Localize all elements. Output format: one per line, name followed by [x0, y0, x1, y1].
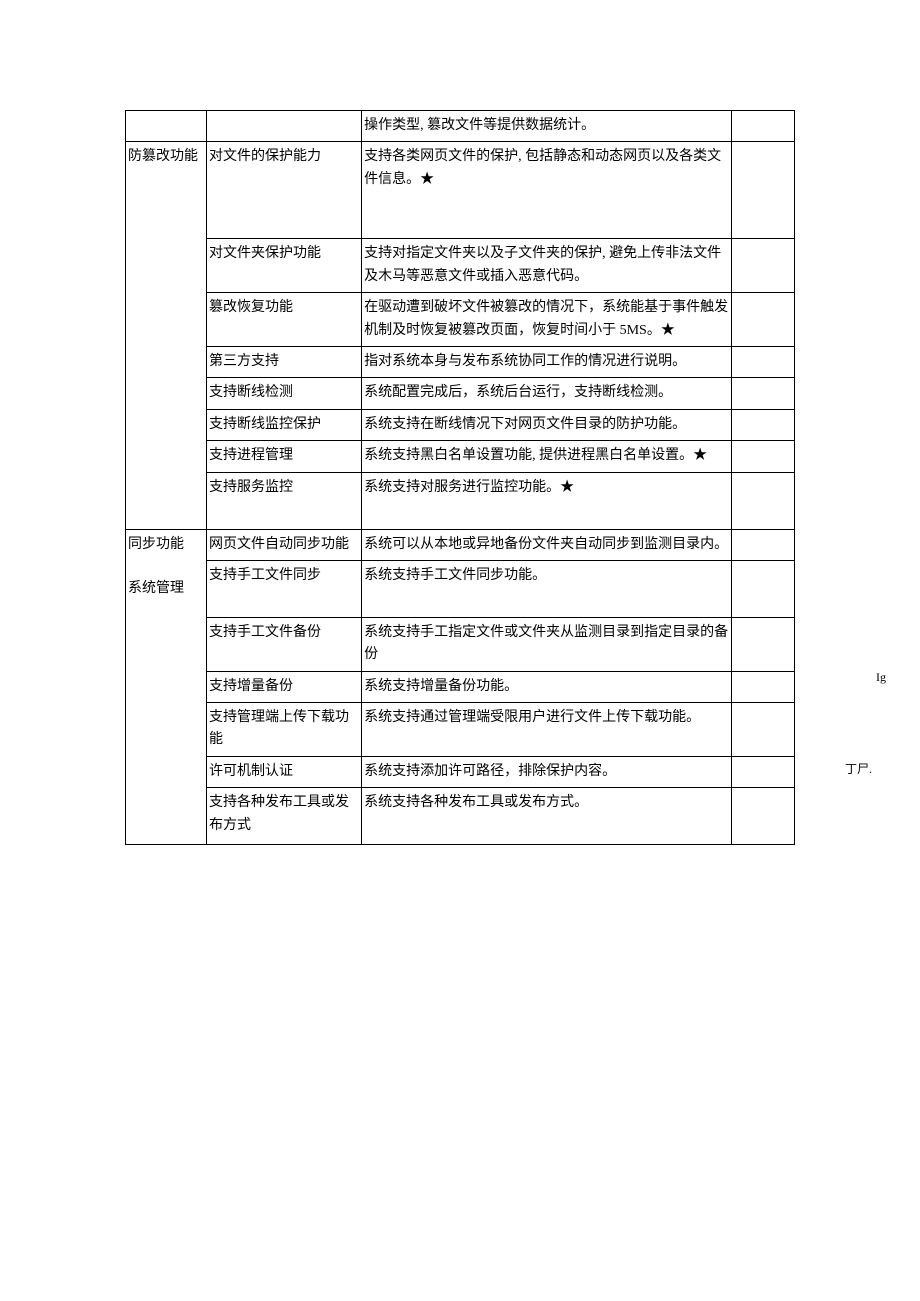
cell-note [732, 617, 795, 671]
document-page: 操作类型, 篡改文件等提供数据统计。 防篡改功能 对文件的保护能力 支持各类网页… [0, 0, 920, 945]
cell-feature [207, 111, 362, 142]
cell-description: 支持各类网页文件的保护, 包括静态和动态网页以及各类文件信息。★ [362, 142, 732, 239]
cell-feature: 支持断线检测 [207, 378, 362, 409]
table-row: 操作类型, 篡改文件等提供数据统计。 [126, 111, 795, 142]
cell-feature: 支持服务监控 [207, 472, 362, 529]
cell-note [732, 142, 795, 239]
table-row: 支持服务监控 系统支持对服务进行监控功能。★ [126, 472, 795, 529]
cell-category: 防篡改功能 [126, 142, 207, 529]
table-row: 同步功能 系统管理 网页文件自动同步功能 系统可以从本地或异地备份文件夹自动同步… [126, 529, 795, 560]
cell-description: 系统支持增量备份功能。 [362, 671, 732, 702]
cell-description: 系统支持添加许可路径，排除保护内容。 [362, 756, 732, 787]
cell-category [126, 111, 207, 142]
table-row: 篡改恢复功能 在驱动遭到破坏文件被篡改的情况下，系统能基于事件触发机制及时恢复被… [126, 293, 795, 347]
cell-feature: 支持手工文件备份 [207, 617, 362, 671]
cell-feature: 支持手工文件同步 [207, 560, 362, 617]
cell-note [732, 111, 795, 142]
cell-description: 指对系统本身与发布系统协同工作的情况进行说明。 [362, 346, 732, 377]
cell-feature: 支持管理端上传下载功能 [207, 703, 362, 757]
cell-note [732, 472, 795, 529]
cell-feature: 篡改恢复功能 [207, 293, 362, 347]
cell-feature: 支持进程管理 [207, 441, 362, 472]
cell-feature: 对文件夹保护功能 [207, 239, 362, 293]
feature-table: 操作类型, 篡改文件等提供数据统计。 防篡改功能 对文件的保护能力 支持各类网页… [125, 110, 795, 845]
table-row: 支持手工文件备份 系统支持手工指定文件或文件夹从监测目录到指定目录的备份 [126, 617, 795, 671]
table-row: 支持断线检测 系统配置完成后，系统后台运行，支持断线检测。 [126, 378, 795, 409]
table-row: 防篡改功能 对文件的保护能力 支持各类网页文件的保护, 包括静态和动态网页以及各… [126, 142, 795, 239]
cell-feature: 支持各种发布工具或发布方式 [207, 788, 362, 845]
cell-description: 在驱动遭到破坏文件被篡改的情况下，系统能基于事件触发机制及时恢复被篡改页面，恢复… [362, 293, 732, 347]
cell-category: 同步功能 系统管理 [126, 529, 207, 845]
cell-note [732, 378, 795, 409]
table-row: 支持进程管理 系统支持黑白名单设置功能, 提供进程黑白名单设置。★ [126, 441, 795, 472]
cell-feature: 网页文件自动同步功能 [207, 529, 362, 560]
table-row: 第三方支持 指对系统本身与发布系统协同工作的情况进行说明。 [126, 346, 795, 377]
cell-description: 系统支持各种发布工具或发布方式。 [362, 788, 732, 845]
table-row: 支持手工文件同步 系统支持手工文件同步功能。 [126, 560, 795, 617]
margin-text-ding: 丁尸. [845, 760, 872, 777]
table-row: 支持增量备份 系统支持增量备份功能。 [126, 671, 795, 702]
cell-description: 支持对指定文件夹以及子文件夹的保护, 避免上传非法文件及木马等恶意文件或插入恶意… [362, 239, 732, 293]
cell-note [732, 293, 795, 347]
cell-description: 操作类型, 篡改文件等提供数据统计。 [362, 111, 732, 142]
cell-note [732, 441, 795, 472]
table-row: 支持断线监控保护 系统支持在断线情况下对网页文件目录的防护功能。 [126, 409, 795, 440]
cell-note [732, 346, 795, 377]
cell-note [732, 703, 795, 757]
cell-description: 系统支持手工指定文件或文件夹从监测目录到指定目录的备份 [362, 617, 732, 671]
table-row: 支持各种发布工具或发布方式 系统支持各种发布工具或发布方式。 [126, 788, 795, 845]
cell-note [732, 409, 795, 440]
table-row: 支持管理端上传下载功能 系统支持通过管理端受限用户进行文件上传下载功能。 [126, 703, 795, 757]
cell-description: 系统支持手工文件同步功能。 [362, 560, 732, 617]
table-row: 对文件夹保护功能 支持对指定文件夹以及子文件夹的保护, 避免上传非法文件及木马等… [126, 239, 795, 293]
cell-description: 系统支持在断线情况下对网页文件目录的防护功能。 [362, 409, 732, 440]
cell-note [732, 560, 795, 617]
cell-note [732, 529, 795, 560]
cell-note [732, 788, 795, 845]
cell-description: 系统可以从本地或异地备份文件夹自动同步到监测目录内。 [362, 529, 732, 560]
margin-text-ig: Ig [876, 670, 886, 685]
cell-description: 系统配置完成后，系统后台运行，支持断线检测。 [362, 378, 732, 409]
cell-feature: 第三方支持 [207, 346, 362, 377]
cell-feature: 对文件的保护能力 [207, 142, 362, 239]
cell-description: 系统支持对服务进行监控功能。★ [362, 472, 732, 529]
cell-feature: 支持断线监控保护 [207, 409, 362, 440]
table-row: 许可机制认证 系统支持添加许可路径，排除保护内容。 [126, 756, 795, 787]
cell-description: 系统支持通过管理端受限用户进行文件上传下载功能。 [362, 703, 732, 757]
cell-feature: 许可机制认证 [207, 756, 362, 787]
cell-note [732, 756, 795, 787]
cell-note [732, 671, 795, 702]
cell-description: 系统支持黑白名单设置功能, 提供进程黑白名单设置。★ [362, 441, 732, 472]
cell-note [732, 239, 795, 293]
cell-feature: 支持增量备份 [207, 671, 362, 702]
